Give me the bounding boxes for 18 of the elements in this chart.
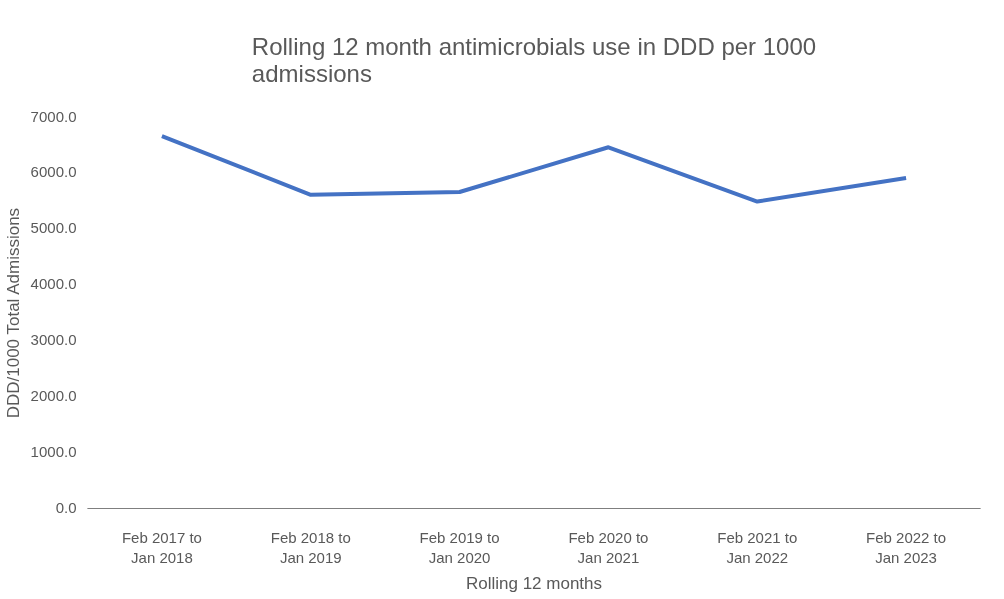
y-tick-label: 3000.0 — [30, 331, 77, 349]
y-axis-title: DDD/1000 Total Admissions — [3, 207, 23, 419]
chart-title: Rolling 12 month antimicrobials use in DDD per 1000 admissions — [251, 32, 817, 87]
y-tick-label: 2000.0 — [30, 387, 77, 405]
y-tick-label: 6000.0 — [30, 163, 77, 181]
x-tick-label: Feb 2020 to Jan 2021 — [568, 528, 649, 566]
x-tick-label: Feb 2019 to Jan 2020 — [419, 528, 500, 566]
x-tick-label: Feb 2021 to Jan 2022 — [717, 528, 798, 566]
x-tick-label: Feb 2017 to Jan 2018 — [121, 528, 202, 566]
y-tick-label: 1000.0 — [30, 443, 77, 461]
line-series — [159, 134, 909, 204]
y-tick-label: 0.0 — [55, 499, 77, 517]
x-axis-title: Rolling 12 months — [465, 573, 603, 593]
x-tick-label: Feb 2022 to Jan 2023 — [866, 528, 947, 566]
y-tick-label: 7000.0 — [30, 107, 77, 125]
x-tick-label: Feb 2018 to Jan 2019 — [270, 528, 351, 566]
y-tick-label: 5000.0 — [30, 219, 77, 237]
y-tick-label: 4000.0 — [30, 275, 77, 293]
